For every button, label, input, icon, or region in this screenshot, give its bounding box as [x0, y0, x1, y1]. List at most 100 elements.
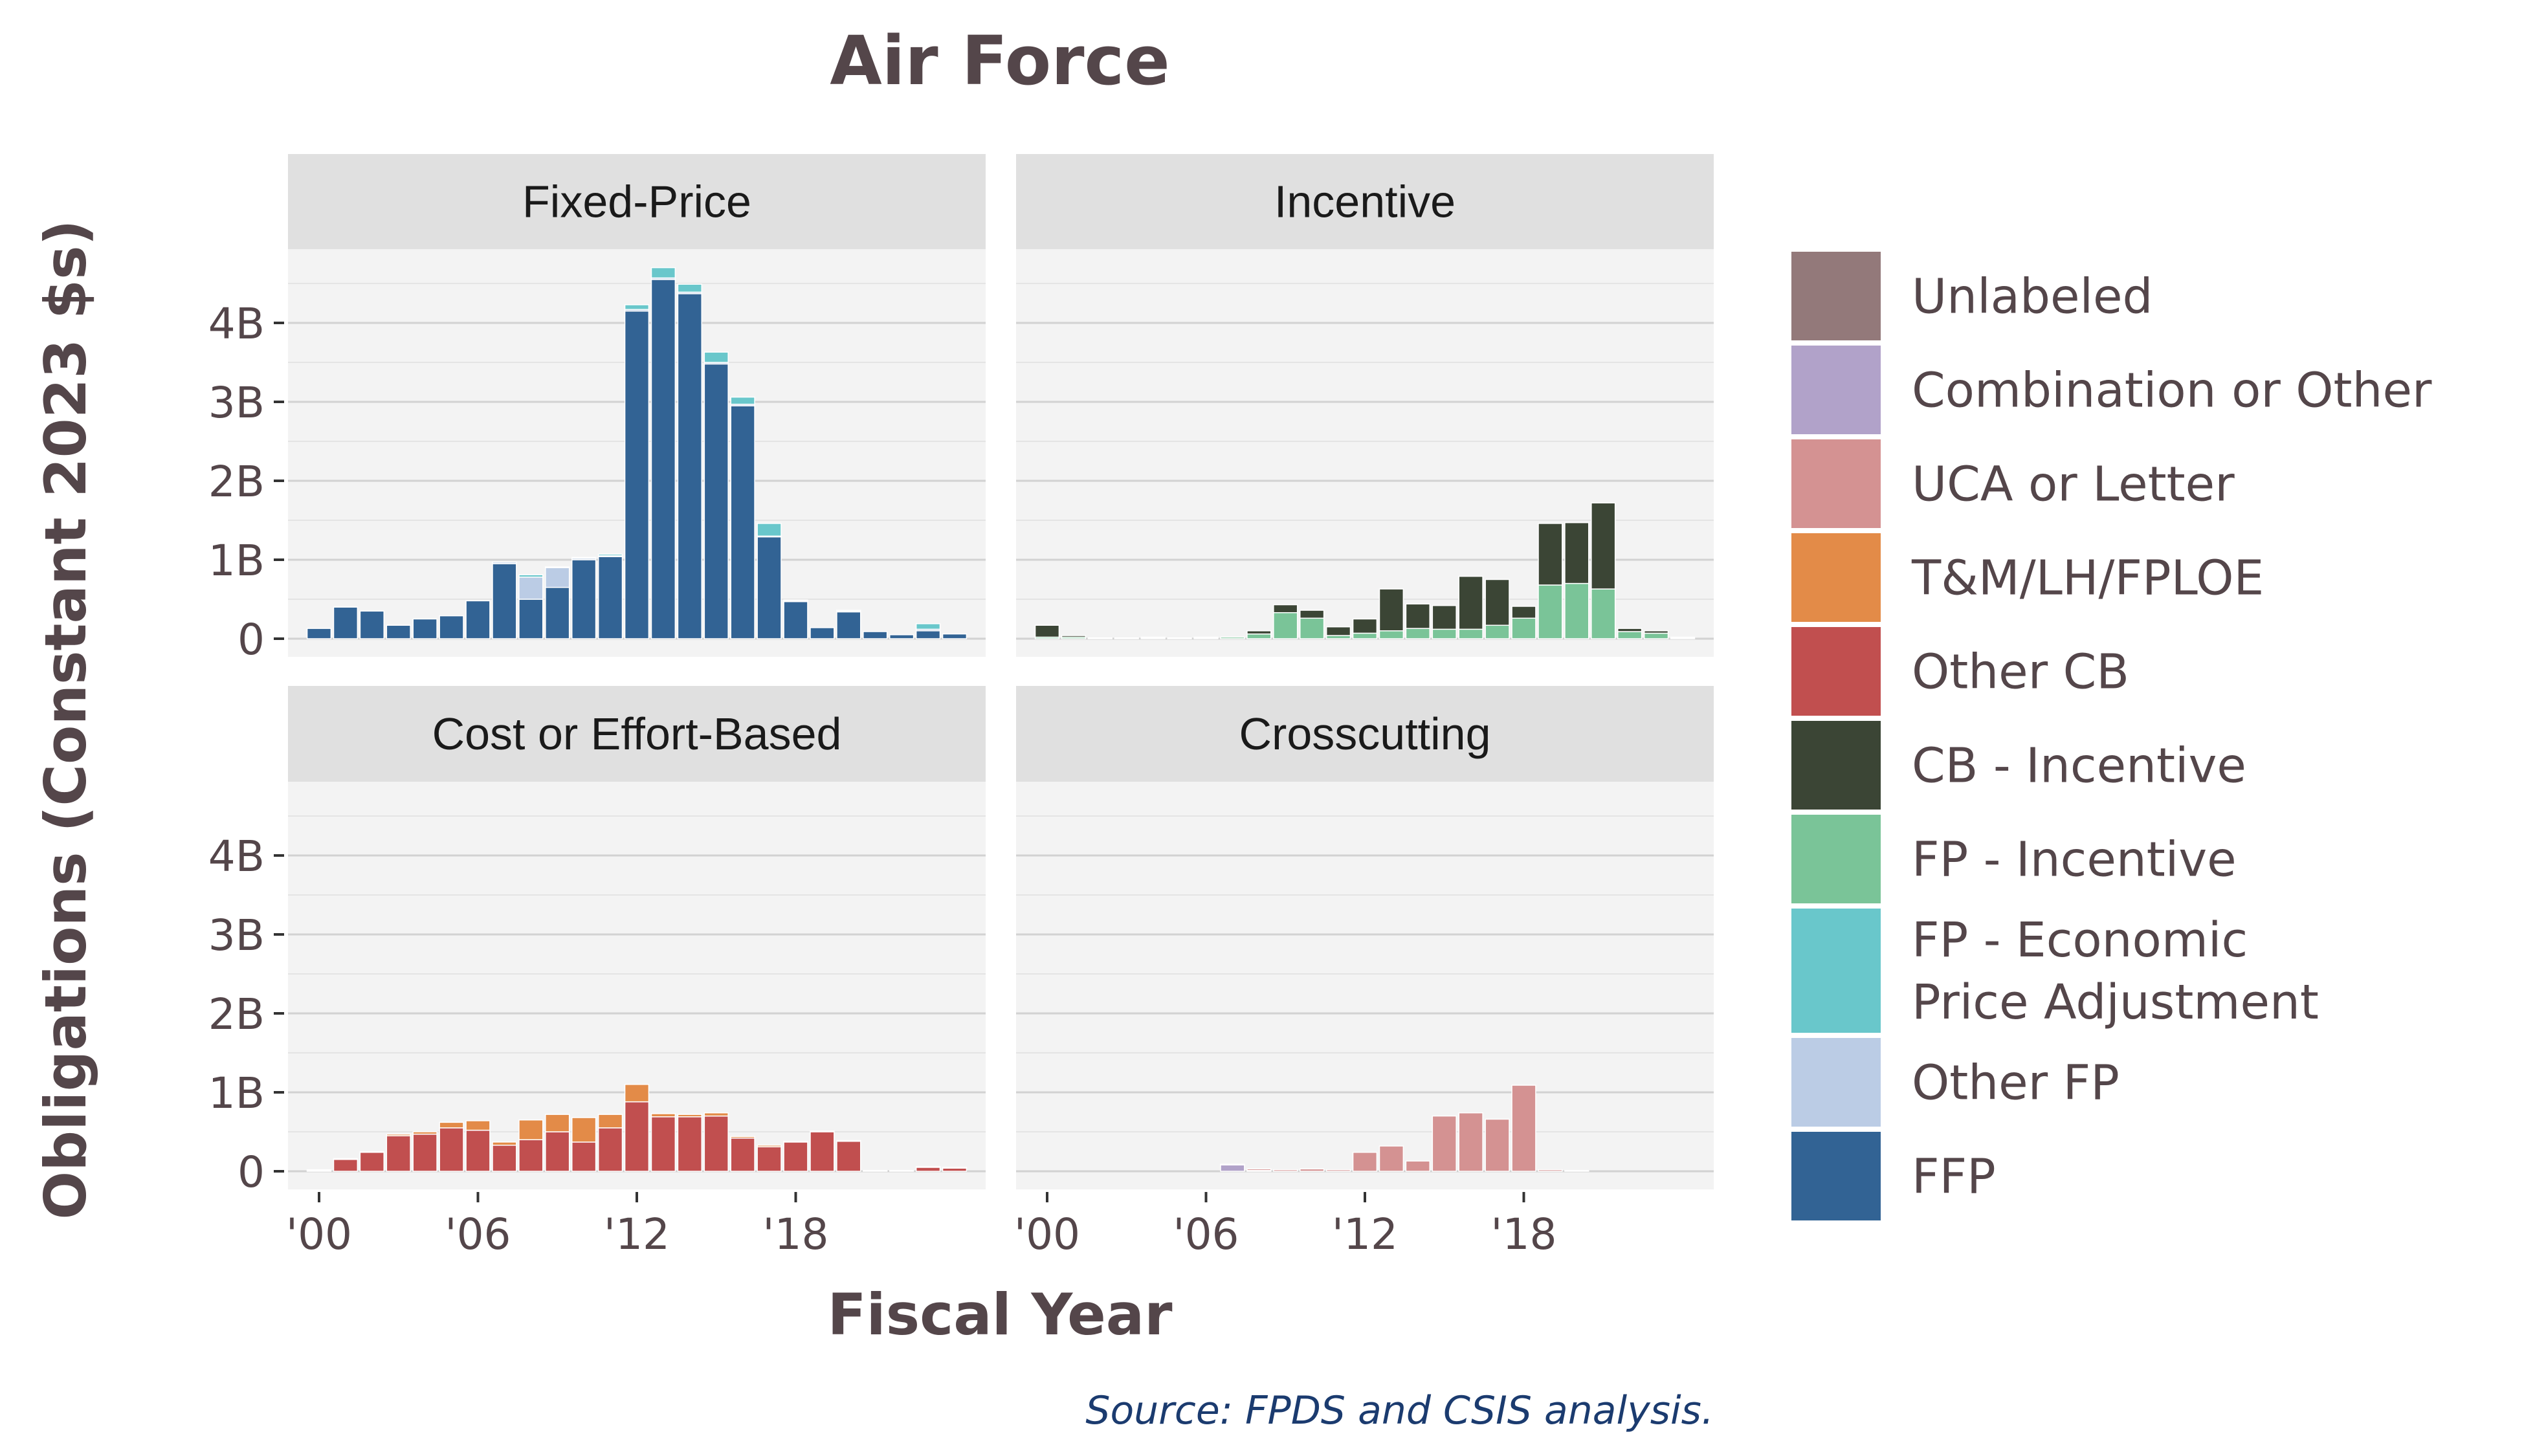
panel-crosscutting: Crosscutting [1016, 686, 1714, 1189]
legend-swatch-comb [1791, 346, 1881, 434]
bar-epa-2011 [597, 553, 623, 557]
bar-ffp-2015 [703, 363, 729, 639]
bar-ocb-2016 [730, 1138, 755, 1172]
panel-fixed-price: Fixed-Price [288, 154, 986, 657]
legend-swatch-tm [1791, 533, 1881, 622]
bar-ffp-2013 [650, 279, 676, 639]
bar-tm-2015 [703, 1112, 729, 1117]
bar-ffp-2007 [492, 563, 517, 639]
bar-ffp-2014 [677, 293, 702, 639]
bar-ocb-2009 [545, 1131, 570, 1172]
bar-cbi-2017 [1485, 579, 1510, 626]
bar-tm-2006 [465, 1120, 491, 1131]
bar-tm-2013 [650, 1113, 676, 1118]
x-tick-label: '12 [604, 1209, 670, 1259]
bar-ocb-2002 [359, 1151, 384, 1172]
bar-ocb-2004 [412, 1133, 437, 1172]
bar-cbi-2009 [1273, 604, 1298, 613]
strip-background [1016, 686, 1714, 782]
bar-cbi-2018 [1511, 606, 1536, 619]
bar-epa-2023 [915, 623, 941, 630]
legend-label-cbi: CB - Incentive [1912, 738, 2246, 794]
bar-fpi-2022 [1617, 631, 1643, 639]
bar-tm-2007 [492, 1142, 517, 1146]
bar-ocb-2008 [518, 1139, 544, 1172]
bar-uca-2018 [1511, 1085, 1536, 1172]
legend-swatch-uca [1791, 439, 1881, 528]
bar-ffp-2019 [810, 627, 835, 639]
bar-ocb-2017 [757, 1146, 782, 1172]
bar-fpi-2019 [1538, 584, 1563, 639]
bar-tm-2020 [836, 1140, 861, 1142]
facet-panels: Fixed-Price Incentive Cost or Effort-Based… [288, 154, 1714, 1189]
legend-swatch-unlabeled [1791, 252, 1881, 340]
bar-ffp-2010 [571, 559, 597, 639]
bar-tm-2016 [730, 1136, 755, 1139]
bar-ocb-2013 [650, 1116, 676, 1172]
x-tick-label: '00 [286, 1209, 352, 1259]
bar-uca-2019 [1538, 1169, 1563, 1172]
bar-ffp-2016 [730, 405, 755, 639]
x-tick-label: '18 [762, 1209, 828, 1259]
bar-fpi-2016 [1458, 628, 1483, 639]
bar-tm-2017 [757, 1144, 782, 1147]
bar-fpi-2018 [1511, 617, 1536, 639]
strip-background [288, 686, 986, 782]
bar-tm-2012 [624, 1084, 650, 1103]
strip-label: Fixed-Price [522, 177, 751, 227]
source-note: Source: FPDS and CSIS analysis. [1085, 1388, 1714, 1433]
bar-ofp-2008 [518, 577, 544, 600]
bar-cbi-2011 [1325, 626, 1351, 636]
y-tick-label: 3B [208, 378, 265, 428]
bar-cbi-2019 [1538, 523, 1563, 586]
bar-ffp-2001 [333, 606, 359, 639]
legend-swatch-cbi [1791, 721, 1881, 810]
y-tick-label: 1B [208, 536, 265, 586]
bar-epa-2020 [836, 610, 861, 612]
bar-fpi-2010 [1300, 617, 1325, 639]
y-tick-label: 2B [208, 989, 265, 1039]
bar-fpi-2012 [1352, 632, 1378, 639]
bar-ffp-2005 [439, 615, 464, 639]
legend-label-epa: Price Adjustment [1912, 975, 2319, 1030]
legend-label-ofp: Other FP [1912, 1055, 2120, 1111]
bar-epa-2016 [730, 396, 755, 405]
bar-ocb-2007 [492, 1144, 517, 1172]
bar-tm-2011 [597, 1114, 623, 1129]
bar-fpi-2014 [1405, 628, 1430, 639]
bar-ocb-2001 [333, 1158, 359, 1172]
legend-label-fpi: FP - Incentive [1912, 832, 2237, 888]
bar-comb-2007 [1220, 1164, 1245, 1172]
legend-label-comb: Combination or Other [1912, 363, 2432, 419]
y-tick-label: 0 [238, 615, 265, 665]
bar-ocb-2014 [677, 1116, 702, 1172]
legend-swatch-ofp [1791, 1038, 1881, 1127]
bar-cbi-2014 [1405, 603, 1430, 629]
bar-cbi-2008 [1246, 630, 1272, 635]
legend-label-ffp: FFP [1912, 1149, 1996, 1205]
bar-ffp-2018 [783, 601, 808, 639]
bar-fpi-2008 [1246, 633, 1272, 639]
bar-uca-2017 [1485, 1118, 1510, 1172]
legend-swatch-ffp [1791, 1132, 1881, 1220]
y-tick-label: 0 [238, 1147, 265, 1197]
bar-ffp-2017 [757, 536, 782, 639]
bar-epa-2018 [783, 599, 808, 602]
legend-swatch-fpi [1791, 815, 1881, 903]
bar-ofp-2009 [545, 567, 570, 588]
bar-cbi-2023 [1643, 630, 1669, 634]
bar-fpi-2015 [1432, 628, 1457, 639]
bar-tm-2010 [571, 1117, 597, 1143]
x-tick-label: '06 [445, 1209, 511, 1259]
bar-ffp-2021 [863, 631, 888, 639]
bar-tm-2002 [359, 1151, 384, 1153]
y-tick-label: 4B [208, 832, 265, 881]
bar-ffp-2024 [942, 633, 968, 639]
bar-cbi-2001 [1061, 635, 1087, 638]
bar-ofp-2007 [492, 561, 517, 564]
bar-ffp-2011 [597, 556, 623, 639]
bar-epa-2008 [518, 574, 544, 578]
legend-label-epa: FP - Economic [1912, 912, 2248, 968]
bar-epa-2017 [757, 523, 782, 537]
